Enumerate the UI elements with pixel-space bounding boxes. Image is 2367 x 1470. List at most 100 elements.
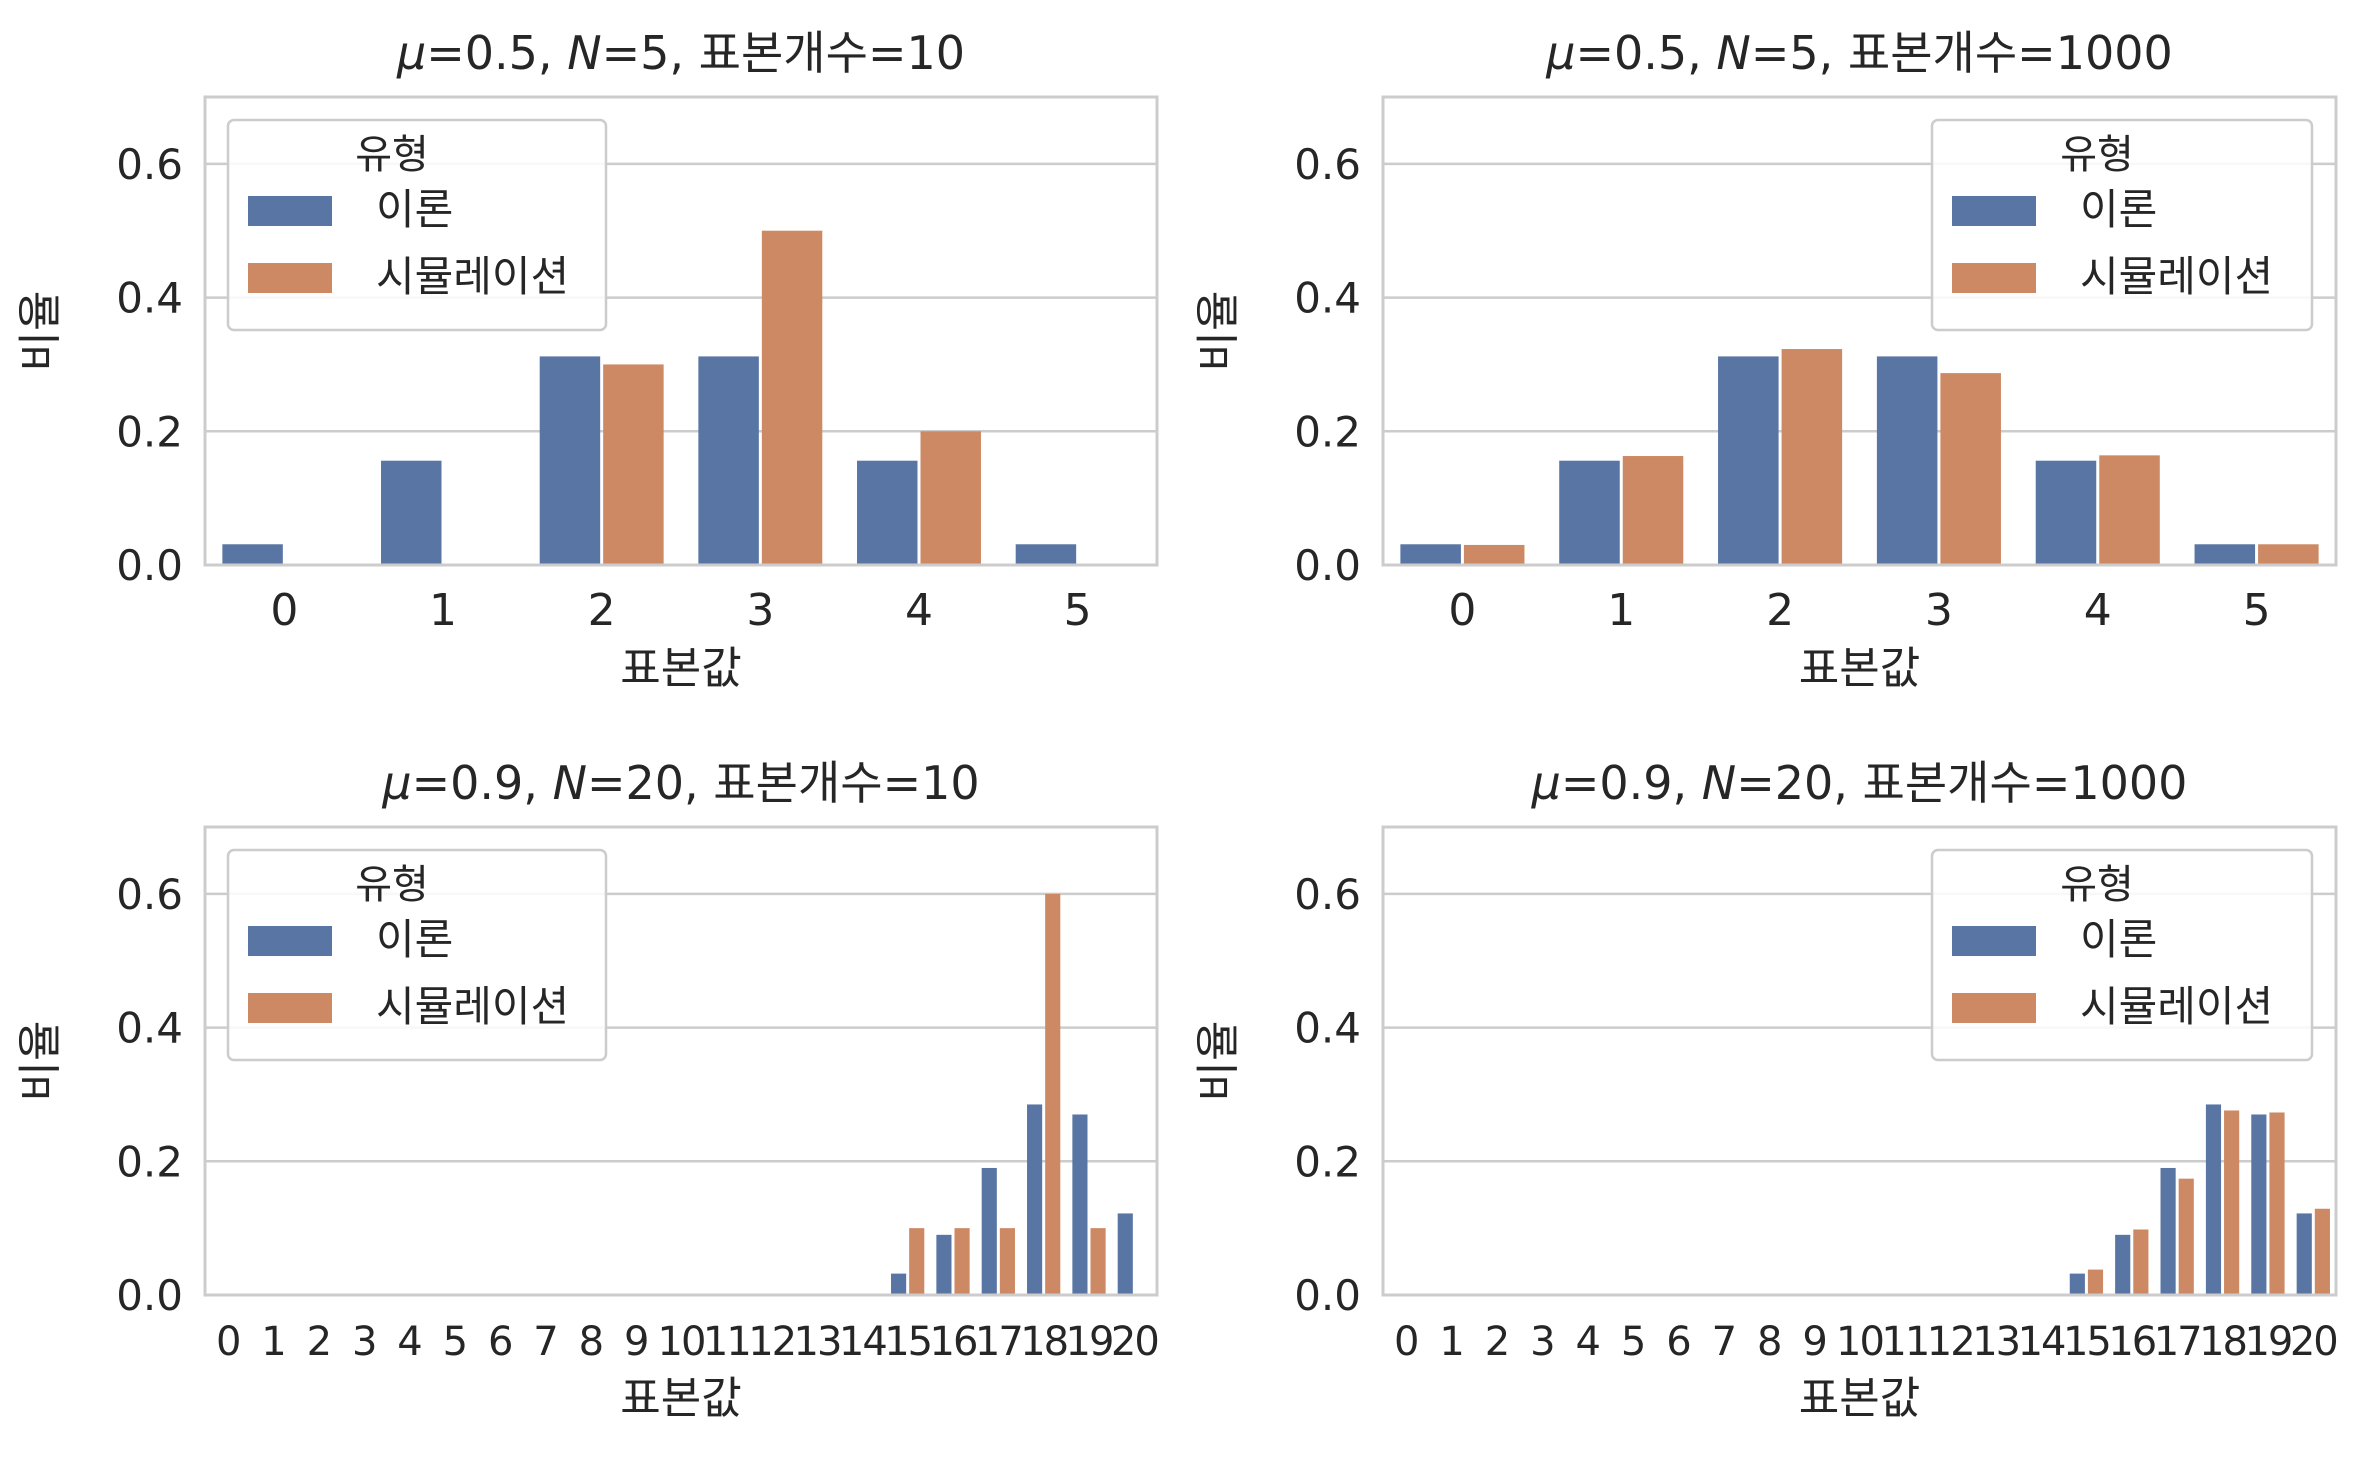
y-tick-label: 0.2 — [116, 1137, 183, 1186]
bar-simulation-4 — [2099, 455, 2160, 565]
y-tick-label: 0.4 — [1294, 274, 1361, 323]
x-tick-label: 1 — [1607, 585, 1635, 636]
bar-simulation-17 — [2178, 1178, 2194, 1295]
legend-title: 유형 — [2060, 132, 2134, 178]
x-tick-label: 2 — [1485, 1319, 1508, 1365]
legend-label-simulation: 시뮬레이션 — [2080, 982, 2273, 1031]
bar-simulation-5 — [2258, 544, 2319, 565]
x-tick-label: 8 — [1757, 1319, 1780, 1365]
x-tick-label: 20 — [1111, 1319, 1158, 1365]
x-tick-label: 6 — [1666, 1319, 1689, 1365]
bar-theory-3 — [1876, 356, 1938, 565]
y-axis-label: 비율 — [1193, 1021, 1244, 1102]
legend-label-simulation: 시뮬레이션 — [376, 982, 569, 1031]
bar-theory-20 — [1117, 1213, 1133, 1295]
bar-theory-17 — [2160, 1167, 2176, 1295]
x-tick-label: 11 — [703, 1319, 750, 1365]
y-axis-label: 비율 — [15, 291, 66, 372]
bar-simulation-16 — [2133, 1229, 2149, 1295]
chart-title: μ=0.5, N=5, 표본개수=10 — [396, 26, 965, 80]
x-tick-label: 6 — [488, 1319, 511, 1365]
x-tick-label: 10 — [658, 1319, 705, 1365]
bar-simulation-20 — [2314, 1208, 2330, 1295]
x-tick-label: 12 — [1927, 1319, 1974, 1365]
x-tick-label: 11 — [1881, 1319, 1928, 1365]
bar-simulation-2 — [1781, 349, 1843, 565]
bar-simulation-4 — [920, 431, 981, 565]
bar-theory-3 — [698, 356, 759, 565]
plot-frame — [1381, 825, 2338, 1297]
chart-title: μ=0.9, N=20, 표본개수=1000 — [1531, 756, 2188, 810]
legend-label-theory: 이론 — [2080, 915, 2157, 964]
y-tick-label: 0.2 — [1294, 1137, 1361, 1186]
y-tick-label: 0.0 — [116, 1271, 183, 1320]
bar-theory-17 — [981, 1167, 997, 1295]
legend-title: 유형 — [355, 132, 429, 178]
bar-theory-15 — [2069, 1273, 2085, 1295]
x-tick-label: 1 — [261, 1319, 284, 1365]
bar-theory-4 — [2035, 460, 2097, 565]
legend-label-simulation: 시뮬레이션 — [376, 252, 569, 301]
bar-simulation-18 — [1045, 893, 1061, 1295]
plot-frame — [203, 95, 1159, 567]
x-tick-label: 7 — [533, 1319, 556, 1365]
x-tick-label: 0 — [270, 585, 298, 636]
legend-swatch-theory — [248, 196, 332, 226]
bar-simulation-3 — [761, 230, 823, 565]
y-tick-label: 0.0 — [116, 541, 183, 590]
x-tick-label: 3 — [352, 1319, 375, 1365]
plot-frame — [203, 825, 1159, 1297]
subplot-2: 0.0 0.2 0.4 0.6 0 1 2 3 4 5 표본값 비율 μ=0.5, N=5, 표본개수=… — [1193, 26, 2338, 694]
legend-swatch-simulation — [1952, 263, 2036, 293]
y-tick-label: 0.0 — [1294, 1271, 1361, 1320]
y-tick-label: 0.6 — [116, 870, 183, 919]
x-tick-label: 4 — [1575, 1319, 1599, 1365]
legend-swatch-theory — [1952, 926, 2036, 956]
y-tick-label: 0.6 — [116, 140, 183, 189]
legend-swatch-simulation — [248, 263, 332, 293]
x-tick-label: 18 — [1020, 1319, 1067, 1365]
bar-theory-19 — [2251, 1114, 2267, 1295]
subplot-4: 0.00.20.40.60 1 2 3 4 5 6 7 8 9 101112131415161718… — [1193, 756, 2339, 1424]
x-tick-label: 2 — [307, 1319, 330, 1365]
chart-title: μ=0.5, N=5, 표본개수=1000 — [1545, 26, 2173, 80]
x-tick-label: 0 — [1448, 585, 1476, 636]
x-tick-label: 9 — [1802, 1319, 1825, 1365]
x-tick-label: 5 — [1621, 1319, 1644, 1365]
bar-theory-18 — [2205, 1104, 2222, 1295]
x-tick-label: 3 — [1925, 585, 1953, 636]
x-tick-label: 16 — [2108, 1319, 2155, 1365]
y-tick-label: 0.0 — [1294, 541, 1361, 590]
bar-theory-19 — [1072, 1114, 1088, 1295]
x-tick-label: 18 — [2199, 1319, 2246, 1365]
x-tick-label: 7 — [1712, 1319, 1735, 1365]
x-tick-label: 13 — [1972, 1319, 2019, 1365]
bar-theory-5 — [2194, 544, 2256, 565]
x-axis-label: 표본값 — [620, 1373, 741, 1424]
bar-simulation-19 — [2269, 1112, 2285, 1295]
x-tick-label: 17 — [975, 1319, 1022, 1365]
x-tick-label: 5 — [2243, 585, 2271, 636]
y-tick-label: 0.4 — [116, 274, 183, 323]
x-tick-label: 2 — [588, 585, 616, 636]
x-tick-label: 0 — [216, 1319, 239, 1365]
y-tick-label: 0.4 — [116, 1004, 183, 1053]
x-tick-label: 5 — [1064, 585, 1092, 636]
bar-theory-0 — [222, 544, 283, 565]
bar-theory-0 — [1400, 544, 1461, 565]
legend-swatch-simulation — [1952, 993, 2036, 1023]
x-tick-label: 5 — [443, 1319, 466, 1365]
bar-theory-16 — [936, 1234, 952, 1295]
x-tick-label: 15 — [2063, 1319, 2110, 1365]
legend-title: 유형 — [355, 862, 429, 908]
y-tick-label: 0.4 — [1294, 1004, 1361, 1053]
legend-swatch-theory — [248, 926, 332, 956]
bar-theory-15 — [891, 1273, 907, 1295]
bar-theory-2 — [539, 356, 601, 565]
x-tick-label: 13 — [794, 1319, 841, 1365]
subplot-3: 0.00.20.40.60 1 2 3 4 5 6 7 8 9 101112131415161718… — [15, 756, 1160, 1424]
x-axis-label: 표본값 — [620, 643, 741, 694]
